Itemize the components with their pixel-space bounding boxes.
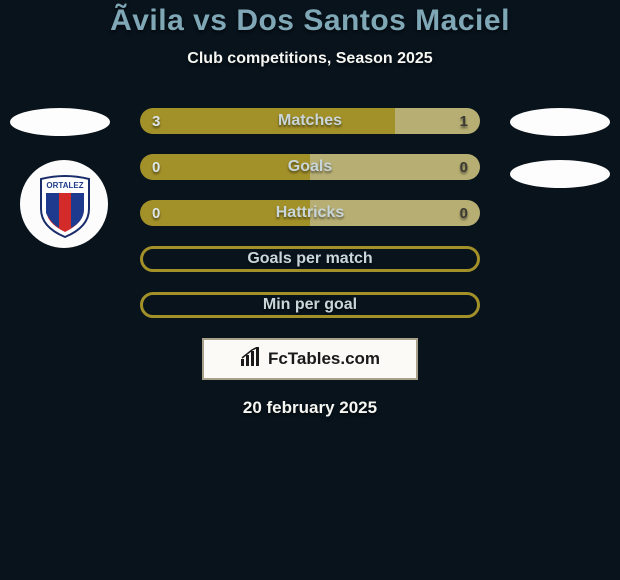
stat-pill: 31Matches	[140, 108, 480, 134]
stat-value-right: 1	[448, 108, 480, 134]
stat-segment-left	[140, 108, 395, 134]
stat-row: 31Matches	[140, 108, 480, 134]
brand-text: FcTables.com	[268, 349, 380, 369]
subtitle: Club competitions, Season 2025	[187, 50, 432, 68]
stat-pill-hollow: Min per goal	[140, 292, 480, 318]
stat-pill: 00Hattricks	[140, 200, 480, 226]
club-shield-icon: ORTALEZ	[37, 173, 91, 235]
stat-label: Min per goal	[263, 296, 357, 314]
stat-row: 00Hattricks	[140, 200, 480, 226]
player-oval	[510, 160, 610, 188]
player-oval	[10, 108, 110, 136]
stat-value-right: 0	[448, 200, 480, 226]
stat-label: Goals per match	[247, 250, 372, 268]
svg-text:ORTALEZ: ORTALEZ	[46, 181, 83, 190]
club-logo: ORTALEZ	[20, 160, 108, 248]
stat-value-left: 0	[140, 154, 172, 180]
stats-rows: 31Matches00Goals00HattricksGoals per mat…	[0, 108, 620, 318]
stats-card: Ãvila vs Dos Santos Maciel Club competit…	[0, 0, 620, 418]
page-title: Ãvila vs Dos Santos Maciel	[110, 4, 510, 38]
stat-row: Goals per match	[140, 246, 480, 272]
chart-icon	[240, 347, 262, 372]
stat-value-left: 3	[140, 108, 172, 134]
stat-value-left: 0	[140, 200, 172, 226]
date-text: 20 february 2025	[243, 398, 377, 418]
brand-box[interactable]: FcTables.com	[202, 338, 418, 380]
player-oval	[510, 108, 610, 136]
stat-row: Min per goal	[140, 292, 480, 318]
stat-pill-hollow: Goals per match	[140, 246, 480, 272]
stat-row: 00Goals	[140, 154, 480, 180]
stat-value-right: 0	[448, 154, 480, 180]
stat-pill: 00Goals	[140, 154, 480, 180]
